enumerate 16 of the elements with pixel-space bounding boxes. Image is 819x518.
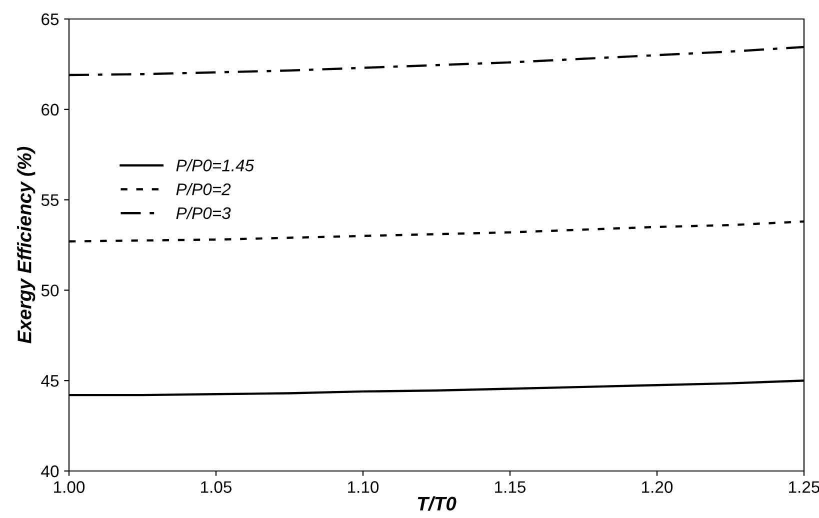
legend-label: P/P0=3 xyxy=(176,206,231,220)
y-tick-label: 45 xyxy=(41,375,59,387)
y-tick-label: 50 xyxy=(41,284,59,296)
x-axis-title: T/T0 xyxy=(418,496,456,511)
y-tick-label: 40 xyxy=(41,465,59,478)
y-axis-title: Exergy Efficiency (%) xyxy=(17,146,36,344)
y-tick-label: 60 xyxy=(42,104,59,116)
x-tick-label: 1.10 xyxy=(348,481,379,493)
x-tick-label: 1.00 xyxy=(54,481,85,493)
y-tick-label: 55 xyxy=(41,194,59,206)
x-tick-label: 1.20 xyxy=(642,481,673,493)
x-tick-label: 1.05 xyxy=(201,481,232,493)
x-tick-label: 1.15 xyxy=(495,481,526,493)
y-tick-label: 65 xyxy=(42,13,59,26)
legend-label: P/P0=2 xyxy=(176,182,231,196)
legend-label: P/P0=1.45 xyxy=(176,159,254,172)
